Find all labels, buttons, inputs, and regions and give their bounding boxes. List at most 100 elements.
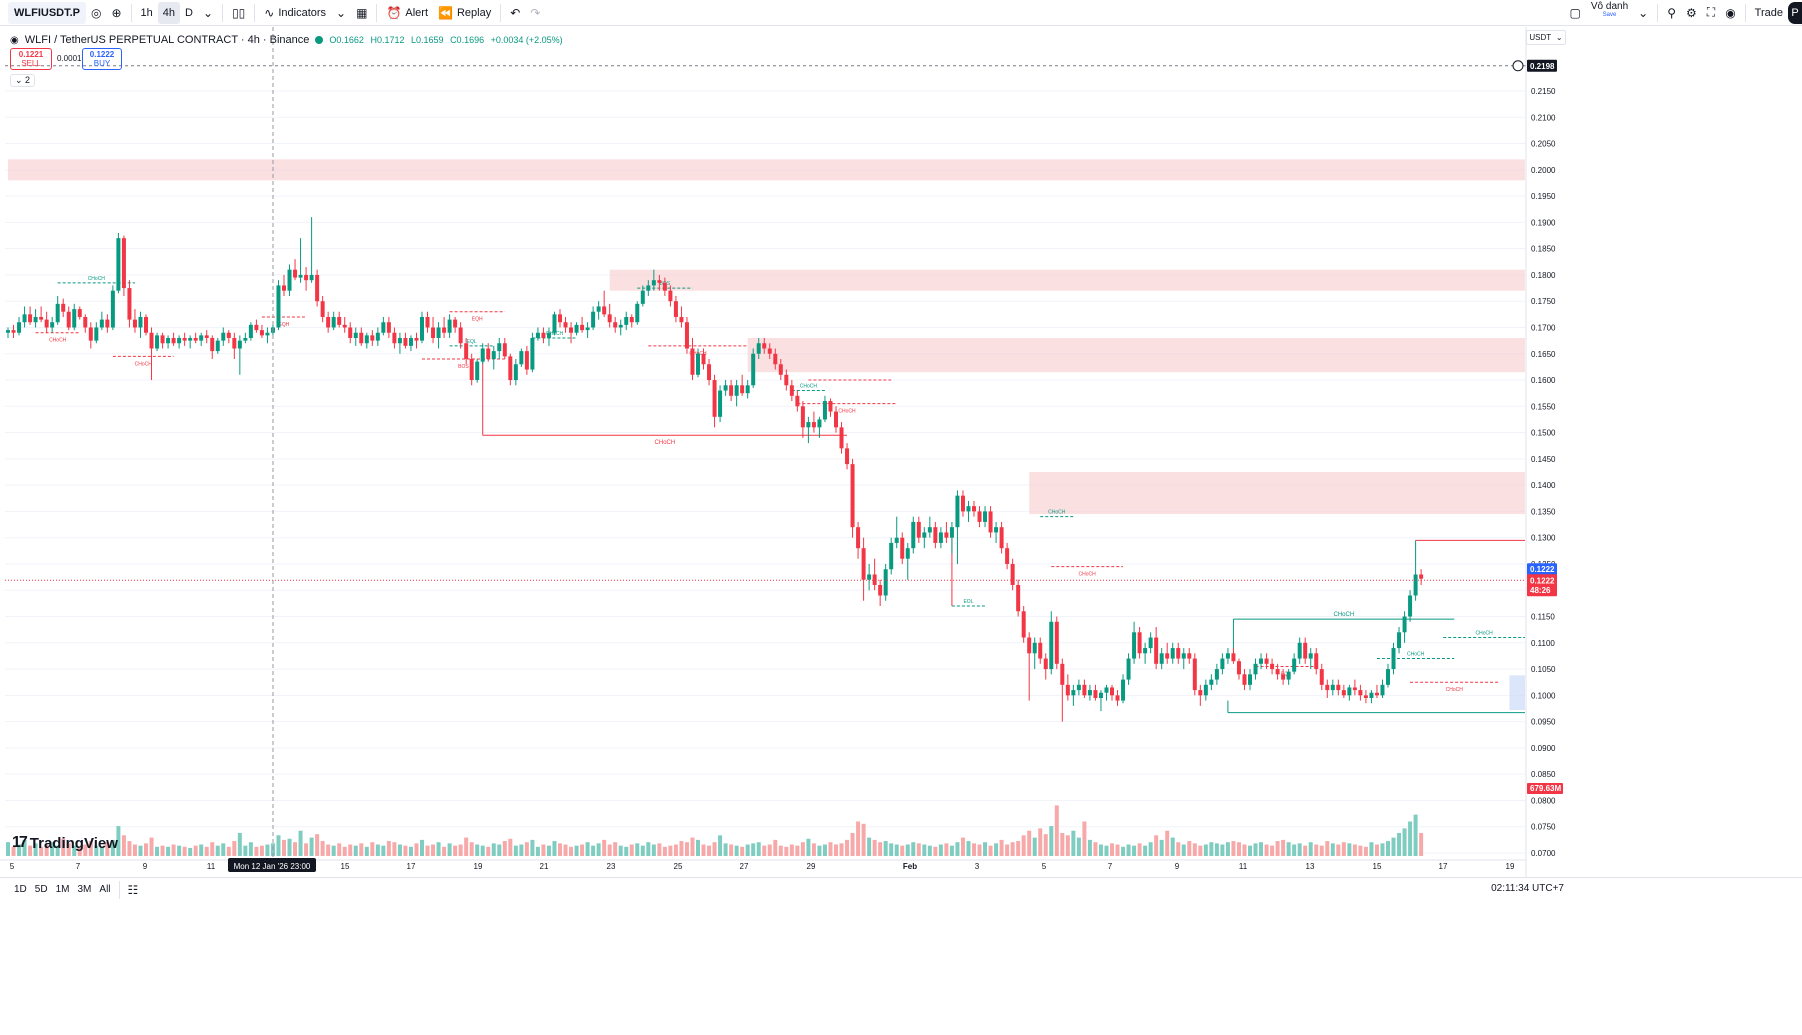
candle-body (381, 322, 386, 333)
candle-body (1005, 548, 1010, 564)
volume-bar (1005, 844, 1010, 856)
candle-body (1098, 692, 1103, 698)
layout-dropdown-button[interactable]: ⌄ (1633, 2, 1653, 24)
divider (222, 3, 224, 22)
publish-button[interactable]: P (1788, 1, 1802, 24)
trade-button[interactable]: Trade (1750, 2, 1788, 24)
interval-4h-button[interactable]: 4h (157, 1, 181, 24)
price-tick-label: 0.2050 (1531, 140, 1556, 149)
candle-body (541, 332, 546, 338)
range-5d-button[interactable]: 5D (34, 884, 48, 895)
candle-body (39, 316, 44, 320)
indicators-button[interactable]: ∿ Indicators (259, 2, 331, 24)
candle-body (828, 401, 833, 412)
volume-bar (1413, 814, 1418, 856)
utc-clock[interactable]: 02:11:34 UTC+7 (1491, 883, 1564, 894)
candle-body (1137, 632, 1142, 654)
candle-body (121, 238, 126, 289)
templates-button[interactable]: ▦ (351, 2, 372, 24)
price-tick-label: 0.1950 (1531, 192, 1556, 201)
quick-search-button[interactable]: ⚲ (1662, 2, 1681, 24)
candle-body (497, 343, 502, 352)
volume-bar (878, 842, 883, 856)
redo-button[interactable]: ↷ (525, 2, 545, 24)
replay-button[interactable]: ⏪ Replay (433, 2, 496, 24)
alert-button[interactable]: ⏰ Alert (381, 2, 433, 24)
chart-type-button[interactable]: ▯▯ (227, 2, 250, 24)
volume-bar (1115, 844, 1120, 856)
alarm-icon: ⏰ (386, 5, 402, 20)
candle-body (1336, 684, 1341, 691)
candle-body (1170, 648, 1175, 659)
candle-body (773, 353, 778, 365)
indicators-dropdown-button[interactable]: ⌄ (331, 2, 351, 24)
candle-body (1154, 637, 1159, 664)
candle-body (72, 309, 77, 328)
volume-bar (602, 839, 607, 856)
interval-d-button[interactable]: D (180, 2, 198, 24)
volume-bar (50, 842, 55, 856)
snapshot-button[interactable]: ◉ (1720, 2, 1740, 24)
layout-button[interactable]: ▢ (1565, 2, 1586, 24)
range-1m-button[interactable]: 1M (55, 884, 70, 895)
interval-1h-button[interactable]: 1h (136, 2, 158, 24)
volume-bar (359, 843, 364, 856)
volume-bar (789, 844, 794, 856)
layout-name-button[interactable]: Vô danh Save (1586, 1, 1633, 24)
volume-bar (315, 834, 320, 856)
legend-title[interactable]: WLFI / TetherUS PERPETUAL CONTRACT · 4h … (24, 34, 310, 46)
time-tick-label: 27 (740, 862, 749, 871)
volume-bar (177, 845, 182, 856)
candle-body (878, 584, 883, 596)
indicators-collapse-button[interactable]: ⌄ 2 (10, 74, 36, 87)
add-symbol-button[interactable]: ⊕ (106, 2, 126, 24)
settings-button[interactable]: ⚙ (1681, 2, 1702, 24)
buy-button[interactable]: 0.1222 BUY (82, 48, 122, 70)
symbol-search-button[interactable]: WLFIUSDT.P (8, 1, 86, 24)
price-tick-label: 0.0750 (1531, 823, 1556, 832)
divider (254, 3, 256, 22)
volume-bar (1386, 841, 1390, 856)
volume-bar (563, 844, 568, 856)
volume-bar (558, 843, 562, 856)
candle-body (1043, 658, 1048, 670)
candle-body (696, 353, 700, 375)
fullscreen-button[interactable]: ⛶ (1702, 2, 1720, 24)
candle-body (872, 574, 877, 585)
volume-bar (1038, 828, 1043, 856)
bid-price-tag: 0.1222 (1530, 565, 1555, 574)
volume-bar (546, 845, 551, 856)
volume-bar (331, 845, 336, 856)
volume-bar (1110, 843, 1114, 856)
compare-button[interactable]: ◎ (86, 2, 106, 24)
price-tick-label: 0.1050 (1531, 665, 1556, 674)
calendar-icon[interactable]: ☷ (127, 882, 139, 897)
symbol-label: WLFIUSDT.P (14, 6, 80, 19)
candle-body (795, 395, 800, 407)
volume-bar (960, 837, 965, 856)
undo-button[interactable]: ↶ (505, 2, 525, 24)
volume-bar (513, 845, 518, 856)
candle-body (756, 343, 761, 354)
interval-dropdown-button[interactable]: ⌄ (198, 2, 218, 24)
volume-bar (850, 833, 855, 856)
range-all-button[interactable]: All (99, 884, 111, 895)
volume-bar (767, 844, 772, 856)
volume-bar (44, 844, 49, 856)
price-chart[interactable]: CHoCH CHoCH CHoCH CHoCH CHoCH EQH EQH BOS EQL CHo… (0, 27, 1802, 877)
volume-bar (596, 843, 601, 856)
volume-bar (127, 841, 132, 856)
candle-body (502, 343, 507, 357)
candle-body (1281, 674, 1286, 680)
volume-tag: 679.63M (1530, 784, 1561, 793)
price-tick-label: 0.0800 (1531, 796, 1556, 805)
compare-icon: ◎ (91, 5, 102, 20)
currency-selector[interactable]: USDT ⌄ (1526, 30, 1566, 45)
volume-bar (651, 844, 656, 856)
sell-button[interactable]: 0.1221 SELL (10, 48, 52, 70)
volume-bar (276, 835, 281, 856)
range-3m-button[interactable]: 3M (77, 884, 92, 895)
volume-bar (811, 843, 816, 856)
structure-label: CHoCH (1475, 631, 1493, 637)
range-1d-button[interactable]: 1D (14, 884, 27, 895)
